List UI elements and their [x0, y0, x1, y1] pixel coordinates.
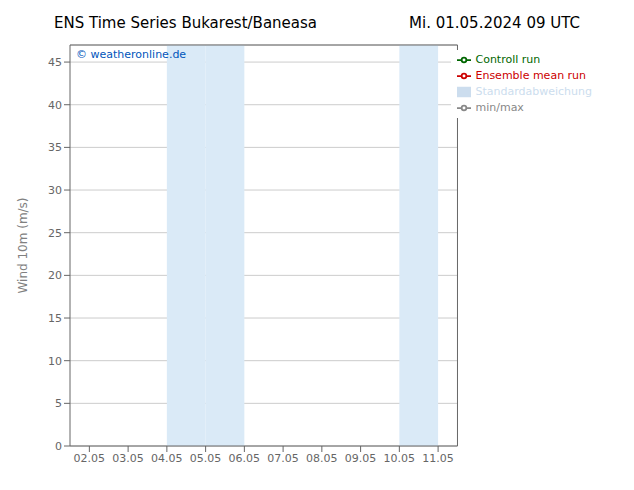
svg-text:30: 30 [48, 184, 62, 197]
svg-text:0: 0 [55, 440, 62, 453]
svg-text:Wind 10m (m/s): Wind 10m (m/s) [16, 197, 30, 293]
html-text:Controll run: Controll run [475, 53, 541, 66]
svg-text:05.05: 05.05 [190, 452, 222, 465]
svg-text:11.05: 11.05 [422, 452, 454, 465]
html-text:min/max: min/max [475, 101, 524, 114]
html-text:Standardabweichung: Standardabweichung [475, 85, 592, 98]
svg-text:10: 10 [48, 355, 62, 368]
svg-text:09.05: 09.05 [345, 452, 377, 465]
svg-text:04.05: 04.05 [151, 452, 183, 465]
svg-text:10.05: 10.05 [384, 452, 416, 465]
svg-text:15: 15 [48, 312, 62, 325]
svg-text:5: 5 [55, 397, 62, 410]
svg-text:35: 35 [48, 141, 62, 154]
html-text:ENS Time Series Bukarest/Banea: ENS Time Series Bukarest/Baneasa [54, 14, 317, 32]
svg-text:06.05: 06.05 [229, 452, 261, 465]
svg-text:20: 20 [48, 269, 62, 282]
html-text:Ensemble mean run: Ensemble mean run [475, 69, 587, 82]
svg-text:40: 40 [48, 99, 62, 112]
html-text:Mi. 01.05.2024 09 UTC: Mi. 01.05.2024 09 UTC [409, 14, 580, 32]
svg-text:07.05: 07.05 [267, 452, 299, 465]
svg-text:45: 45 [48, 56, 62, 69]
svg-text:25: 25 [48, 227, 62, 240]
html-text:© weatheronline.de: © weatheronline.de [76, 48, 187, 61]
svg-text:02.05: 02.05 [74, 452, 106, 465]
svg-text:03.05: 03.05 [112, 452, 144, 465]
svg-text:08.05: 08.05 [306, 452, 338, 465]
